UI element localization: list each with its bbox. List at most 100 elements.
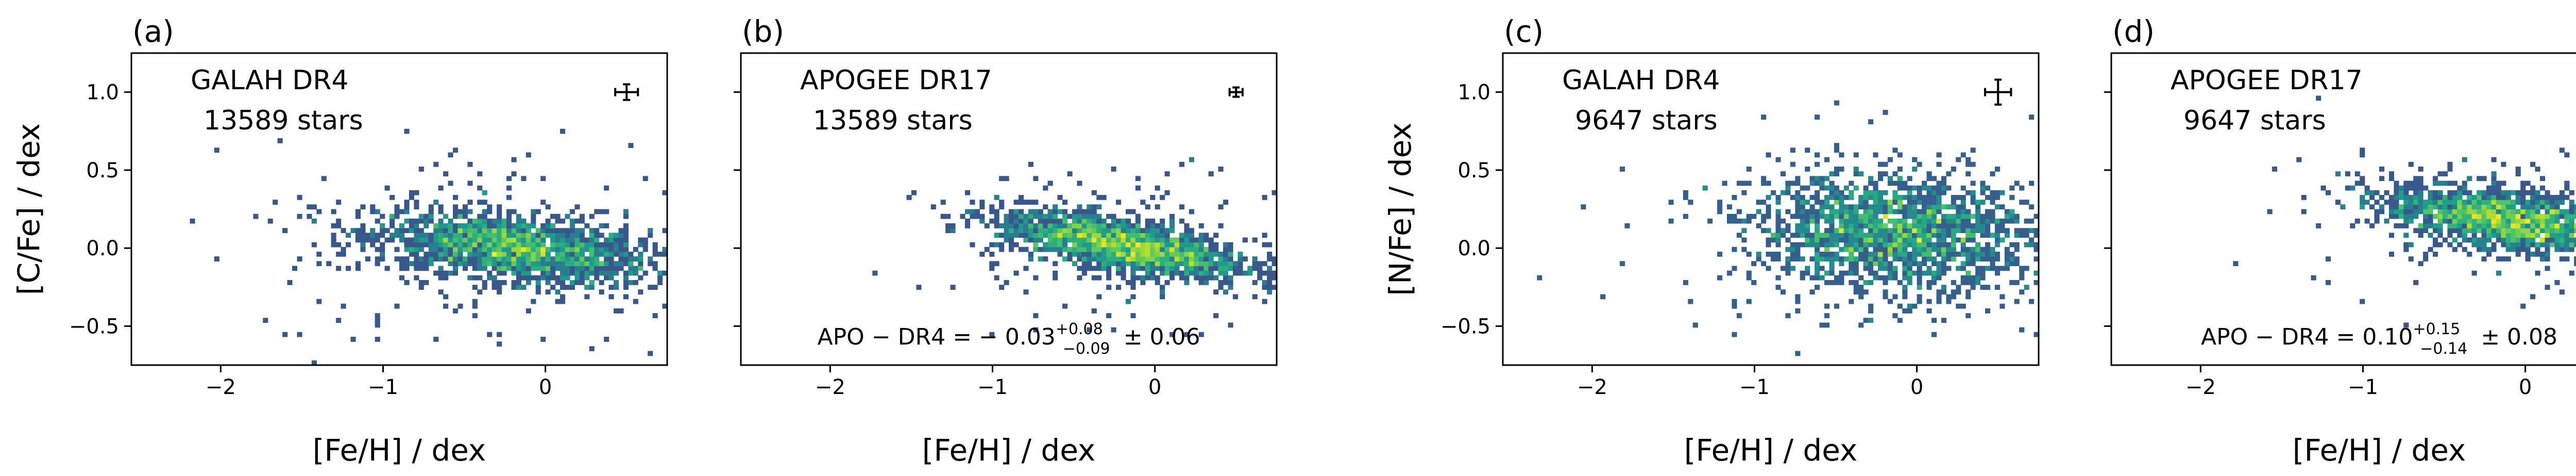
heatmap-bin [648, 285, 653, 290]
heatmap-bin [1096, 233, 1102, 238]
heatmap-bin [1887, 180, 1893, 186]
heatmap-bin [1775, 237, 1781, 243]
heatmap-bin [1902, 285, 1908, 290]
heatmap-bin [2540, 204, 2546, 210]
heatmap-bin [1267, 242, 1273, 248]
heatmap-bin [448, 228, 453, 233]
heatmap-bin [418, 247, 424, 252]
heatmap-bin [1096, 294, 1102, 300]
heatmap-bin [1072, 242, 1077, 248]
heatmap-bin [945, 223, 951, 228]
heatmap-bin [511, 242, 517, 248]
heatmap-bin [472, 303, 478, 309]
heatmap-bin [1941, 214, 1946, 219]
heatmap-bin [1766, 214, 1771, 219]
heatmap-bin [511, 256, 517, 261]
heatmap-bin [1081, 218, 1087, 224]
heatmap-bin [2457, 218, 2463, 224]
heatmap-bin [599, 266, 604, 271]
heatmap-bin [1790, 252, 1795, 257]
heatmap-bin [1907, 256, 1912, 261]
heatmap-bin [2462, 157, 2467, 162]
heatmap-bin [2481, 242, 2487, 248]
heatmap-bin [1917, 161, 1922, 167]
heatmap-bin [1917, 214, 1922, 219]
heatmap-bin [1057, 209, 1063, 215]
annotation-sub: −0.09 [1063, 340, 1110, 358]
heatmap-bin [1053, 223, 1058, 228]
heatmap-bin [1917, 266, 1922, 271]
heatmap-bin [462, 242, 468, 248]
heatmap-bin [1023, 214, 1029, 219]
heatmap-bin [628, 270, 634, 276]
heatmap-bin [2520, 185, 2526, 191]
heatmap-bin [2394, 209, 2399, 215]
heatmap-bin [1965, 247, 1971, 252]
heatmap-bin [2505, 242, 2511, 248]
heatmap-bin [2520, 218, 2526, 224]
heatmap-bin [521, 242, 527, 248]
heatmap-bin [462, 233, 468, 238]
heatmap-bin [414, 200, 419, 205]
heatmap-bin [1815, 237, 1820, 243]
heatmap-bin [389, 233, 395, 238]
heatmap-bin [1726, 270, 1732, 276]
heatmap-bin [1179, 270, 1184, 276]
heatmap-bin [457, 223, 463, 228]
heatmap-bin [1960, 280, 1966, 285]
heatmap-bin [1863, 218, 1869, 224]
heatmap-bin [487, 242, 493, 248]
heatmap-bin [2384, 200, 2389, 205]
heatmap-bin [1087, 252, 1092, 257]
heatmap-bin [1917, 228, 1922, 233]
heatmap-bin [1717, 209, 1723, 215]
heatmap-bin [1155, 280, 1160, 285]
heatmap-bin [930, 204, 936, 210]
heatmap-bin [1936, 180, 1942, 186]
heatmap-bin [633, 256, 638, 261]
heatmap-bin [1805, 200, 1810, 205]
heatmap-bin [1922, 242, 1927, 248]
heatmap-bin [545, 256, 551, 261]
heatmap-bin [2496, 195, 2501, 200]
heatmap-bin [540, 242, 546, 248]
heatmap-bin [501, 261, 507, 267]
heatmap-bin [1936, 242, 1942, 248]
heatmap-bin [1751, 261, 1757, 267]
heatmap-bin [1892, 171, 1898, 176]
heatmap-bin [1834, 242, 1839, 248]
heatmap-bin [1009, 233, 1014, 238]
heatmap-bin [608, 285, 614, 290]
heatmap-bin [467, 209, 473, 215]
heatmap-bin [1994, 218, 2000, 224]
heatmap-bin [2437, 209, 2443, 215]
heatmap-bin [365, 233, 370, 238]
heatmap-bin [1208, 270, 1214, 276]
heatmap-bin [999, 223, 1005, 228]
heatmap-bin [2467, 190, 2472, 195]
heatmap-bin [2574, 204, 2576, 210]
heatmap-bin [1951, 218, 1956, 224]
heatmap-bin [467, 223, 473, 228]
heatmap-bin [521, 266, 527, 271]
heatmap-bin [1990, 190, 1995, 195]
heatmap-bin [614, 308, 619, 314]
heatmap-bin [1936, 185, 1942, 191]
heatmap-bin [2545, 256, 2550, 261]
heatmap-bin [2423, 214, 2429, 219]
heatmap-bin [1184, 252, 1190, 257]
heatmap-bin [1204, 266, 1209, 271]
heatmap-bin [526, 242, 531, 248]
heatmap-bin [1956, 303, 1961, 309]
heatmap-bin [2408, 195, 2414, 200]
heatmap-bin [2398, 195, 2404, 200]
heatmap-bin [336, 242, 342, 248]
heatmap-bin [550, 266, 556, 271]
heatmap-bin [1975, 270, 1981, 276]
heatmap-bin [2326, 256, 2331, 261]
heatmap-bin [1232, 261, 1238, 267]
heatmap-bin [584, 270, 590, 276]
heatmap-bin [1824, 280, 1830, 285]
heatmap-bin [2491, 228, 2497, 233]
heatmap-bin [492, 218, 497, 224]
